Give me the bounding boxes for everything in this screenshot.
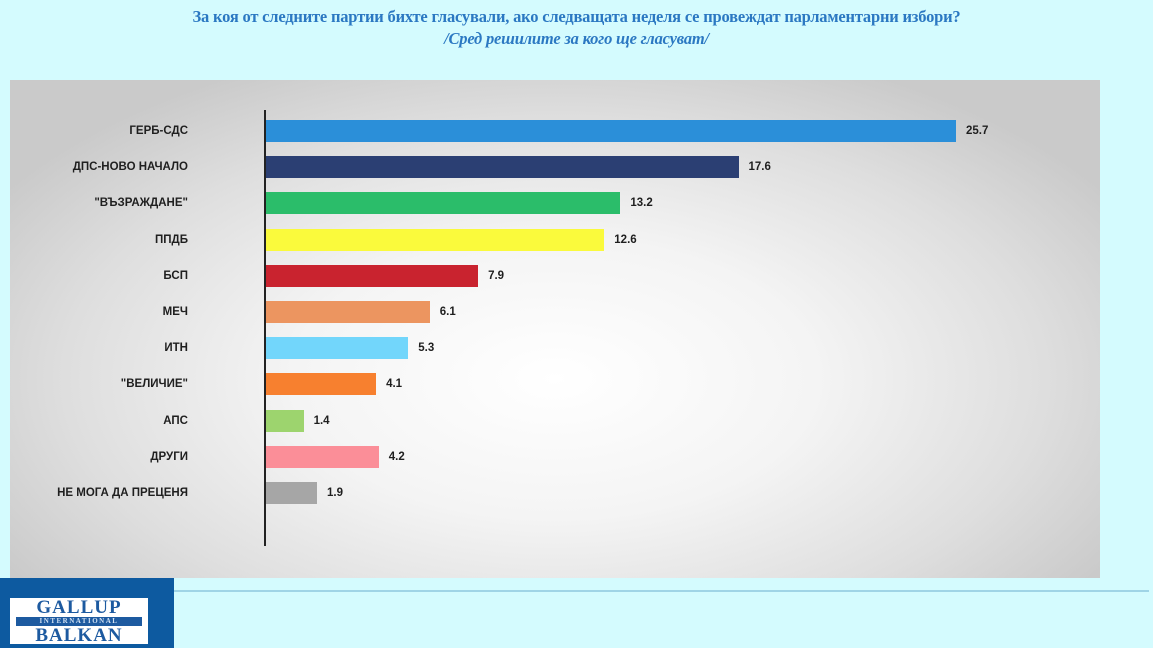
category-label: МЕЧ — [162, 306, 188, 318]
chart-title: За коя от следните партии бихте гласувал… — [0, 6, 1153, 50]
bar — [266, 264, 479, 287]
bar — [266, 120, 956, 142]
logo-text-gallup: GALLUP — [36, 597, 122, 618]
value-label: 17.6 — [748, 161, 771, 174]
bar — [266, 301, 430, 323]
value-label: 5.3 — [418, 342, 435, 355]
value-label: 1.9 — [327, 487, 343, 499]
bar — [266, 192, 621, 215]
footer-divider — [174, 590, 1149, 592]
chart-panel: ГЕРБ-СДС 25.7 ДПС-НОВО НАЧАЛО 17.6 "ВЪЗРАЖДА… — [10, 80, 1100, 578]
value-label: 4.2 — [388, 450, 405, 463]
bar — [266, 409, 304, 432]
category-label: НЕ МОГА ДА ПРЕЦЕНЯ — [57, 487, 188, 499]
logo-text-balkan: BALKAN — [35, 625, 123, 646]
gallup-balkan-logo: GALLUP INTERNATIONAL BALKAN — [10, 597, 148, 646]
category-label: АПС — [163, 414, 188, 427]
value-label: 12.6 — [614, 233, 637, 246]
bar-row: НЕ МОГА ДА ПРЕЦЕНЯ 1.9 — [10, 482, 1100, 504]
category-label: "ВЪЗРАЖДАНЕ" — [94, 197, 188, 210]
value-label: 7.9 — [488, 269, 505, 282]
category-label: ГЕРБ-СДС — [129, 125, 188, 137]
bar-row: БСП 7.9 — [10, 264, 1100, 287]
logo-text-international: INTERNATIONAL — [16, 617, 142, 626]
bar-row: ППДБ 12.6 — [10, 228, 1100, 251]
value-label: 25.7 — [966, 125, 989, 137]
category-label: ИТН — [164, 342, 188, 355]
y-axis-line — [264, 110, 266, 546]
chart-subtitle: /Сред решилите за кого ще гласуват/ — [444, 29, 709, 48]
value-label: 13.2 — [630, 197, 653, 210]
bar-row: ДРУГИ 4.2 — [10, 445, 1100, 468]
category-label: ДПС-НОВО НАЧАЛО — [72, 161, 188, 174]
value-label: 6.1 — [439, 306, 456, 318]
bar-row: ГЕРБ-СДС 25.7 — [10, 120, 1100, 142]
category-label: БСП — [163, 269, 188, 282]
bar-row: ИТН 5.3 — [10, 337, 1100, 360]
value-label: 1.4 — [313, 414, 330, 427]
bar-row: "ВЕЛИЧИЕ" 4.1 — [10, 373, 1100, 396]
bar — [266, 337, 409, 360]
bar-row: МЕЧ 6.1 — [10, 301, 1100, 323]
bar — [266, 445, 379, 468]
bar — [266, 482, 317, 504]
bar-row: АПС 1.4 — [10, 409, 1100, 432]
value-label: 4.1 — [386, 378, 403, 391]
bar-row: "ВЪЗРАЖДАНЕ" 13.2 — [10, 192, 1100, 215]
category-label: ДРУГИ — [150, 450, 188, 463]
bar — [266, 373, 377, 396]
category-label: "ВЕЛИЧИЕ" — [120, 378, 188, 391]
category-label: ППДБ — [155, 233, 188, 246]
bar — [266, 156, 739, 179]
bar-row: ДПС-НОВО НАЧАЛО 17.6 — [10, 156, 1100, 179]
chart-title-main: За коя от следните партии бихте гласувал… — [192, 7, 961, 26]
bar — [266, 228, 605, 251]
